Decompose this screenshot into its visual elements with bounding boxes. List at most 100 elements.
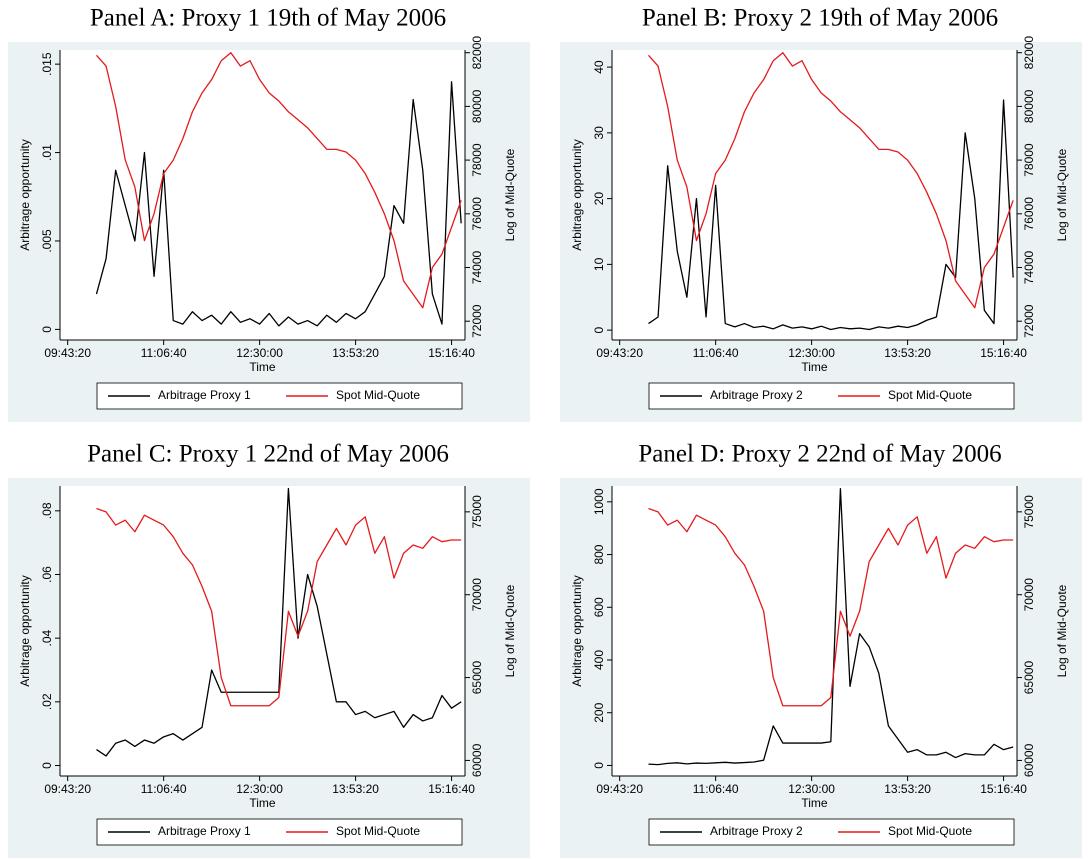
legend-label: Spot Mid-Quote (888, 388, 972, 402)
y-tick-label: .005 (40, 229, 54, 253)
y-tick-label: 10 (592, 257, 606, 271)
y-tick-label: 0 (40, 762, 54, 769)
y2-tick-label: 60000 (470, 743, 484, 777)
x-tick-label: 15:16:40 (428, 346, 475, 360)
x-tick-label: 09:43:20 (44, 346, 91, 360)
data-line (95, 81, 462, 327)
legend-label: Arbitrage Proxy 1 (158, 388, 251, 402)
y-tick-label: 0 (592, 762, 606, 769)
y-tick-label: 20 (592, 192, 606, 206)
x-tick-label: 12:30:00 (788, 782, 835, 796)
y-axis-label: Arbitrage opportunity (18, 575, 32, 686)
panel: Panel D: Proxy 2 22nd of May 2006 0 200 400… (560, 441, 1082, 858)
legend-label: Spot Mid-Quote (336, 824, 420, 838)
y2-tick-label: 76000 (470, 197, 484, 231)
x-tick-label: 12:30:00 (236, 346, 283, 360)
y-tick-label: 200 (592, 702, 606, 722)
y2-tick-label: 75000 (470, 495, 484, 529)
y-axis-label: Arbitrage opportunity (570, 139, 584, 250)
legend-label: Spot Mid-Quote (888, 824, 972, 838)
y-tick-label: .02 (40, 693, 54, 710)
y2-axis-label: Log of Mid-Quote (503, 148, 517, 241)
data-line (95, 52, 462, 309)
y2-tick-label: 65000 (470, 661, 484, 695)
x-axis-label: Time (249, 796, 276, 810)
y-tick-label: .01 (40, 144, 54, 161)
y2-tick-label: 78000 (1022, 143, 1036, 177)
x-tick-label: 12:30:00 (236, 782, 283, 796)
x-tick-label: 15:16:40 (980, 346, 1027, 360)
legend-label: Arbitrage Proxy 1 (158, 824, 251, 838)
y2-tick-label: 80000 (1022, 89, 1036, 123)
y2-axis-label: Log of Mid-Quote (1055, 148, 1069, 241)
legend-label: Arbitrage Proxy 2 (710, 824, 803, 838)
y-tick-label: 600 (592, 597, 606, 617)
y-tick-label: 0 (40, 326, 54, 333)
y2-tick-label: 78000 (470, 143, 484, 177)
y2-axis-label: Log of Mid-Quote (503, 584, 517, 677)
x-tick-label: 09:43:20 (596, 346, 643, 360)
legend-box (648, 382, 1015, 410)
x-tick-label: 13:53:20 (884, 346, 931, 360)
panel-title: Panel D: Proxy 2 22nd of May 2006 (638, 441, 1001, 468)
panel: Panel A: Proxy 1 19th of May 2006 0 .005 .0… (8, 5, 530, 422)
y2-tick-label: 70000 (1022, 578, 1036, 612)
x-tick-label: 11:06:40 (141, 346, 187, 360)
panel: Panel B: Proxy 2 19th of May 2006 0 10 20 30… (560, 5, 1082, 422)
y-tick-label: 40 (592, 60, 606, 74)
legend-box (648, 818, 1015, 846)
x-tick-label: 15:16:40 (428, 782, 475, 796)
data-line (648, 99, 1014, 331)
y-tick-label: 30 (592, 126, 606, 140)
x-axis-label: Time (801, 796, 828, 810)
plot-area (60, 50, 465, 340)
y2-axis-label: Log of Mid-Quote (1055, 584, 1069, 677)
y-tick-label: 1000 (592, 488, 606, 515)
legend-box (96, 818, 463, 846)
x-tick-label: 13:53:20 (332, 782, 379, 796)
x-axis-label: Time (801, 360, 828, 374)
y-tick-label: .08 (40, 502, 54, 519)
y2-tick-label: 74000 (1022, 250, 1036, 284)
legend-label: Spot Mid-Quote (336, 388, 420, 402)
data-line (648, 507, 1014, 707)
y2-tick-label: 74000 (470, 250, 484, 284)
x-axis-label: Time (249, 360, 276, 374)
y2-tick-label: 60000 (1022, 743, 1036, 777)
data-line (647, 52, 1014, 309)
y-tick-label: 800 (592, 544, 606, 564)
x-tick-label: 13:53:20 (332, 346, 379, 360)
y2-tick-label: 80000 (470, 89, 484, 123)
plot-area (612, 486, 1017, 776)
y2-tick-label: 70000 (470, 578, 484, 612)
x-tick-label: 09:43:20 (596, 782, 643, 796)
panel-title: Panel A: Proxy 1 19th of May 2006 (90, 5, 446, 32)
y2-tick-label: 65000 (1022, 661, 1036, 695)
legend-label: Arbitrage Proxy 2 (710, 388, 803, 402)
y-tick-label: .015 (40, 52, 54, 76)
y2-tick-label: 75000 (1022, 495, 1036, 529)
y-tick-label: .04 (40, 629, 54, 646)
y-axis-label: Arbitrage opportunity (18, 139, 32, 250)
x-tick-label: 12:30:00 (788, 346, 835, 360)
x-tick-label: 09:43:20 (44, 782, 91, 796)
x-tick-label: 11:06:40 (693, 782, 739, 796)
y-tick-label: .06 (40, 566, 54, 583)
y2-tick-label: 72000 (470, 304, 484, 338)
data-line (96, 507, 462, 707)
y2-tick-label: 82000 (470, 36, 484, 70)
panel-title: Panel C: Proxy 1 22nd of May 2006 (87, 441, 449, 468)
data-line (648, 487, 1014, 766)
y-tick-label: 0 (592, 326, 606, 333)
panel-title: Panel B: Proxy 2 19th of May 2006 (642, 5, 998, 32)
y2-tick-label: 82000 (1022, 36, 1036, 70)
panel: Panel C: Proxy 1 22nd of May 2006 0 .02 .04… (8, 441, 530, 858)
y2-tick-label: 72000 (1022, 304, 1036, 338)
x-tick-label: 13:53:20 (884, 782, 931, 796)
plot-area (60, 486, 465, 776)
plot-area (612, 50, 1017, 340)
x-tick-label: 11:06:40 (693, 346, 739, 360)
x-tick-label: 15:16:40 (980, 782, 1027, 796)
x-tick-label: 11:06:40 (141, 782, 187, 796)
